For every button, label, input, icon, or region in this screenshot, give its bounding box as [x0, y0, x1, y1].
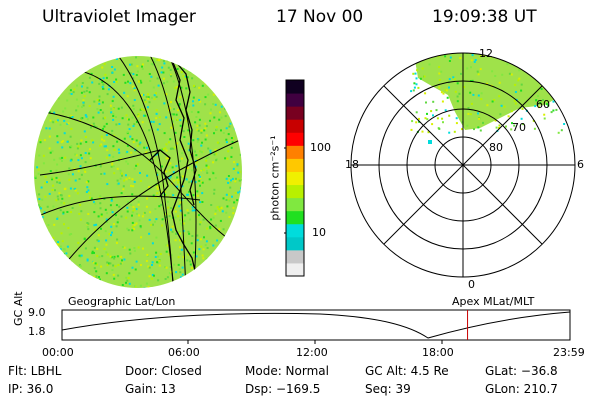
- colorbar-tick-10: 10: [312, 226, 326, 239]
- altitude-xtick-2: 12:00: [296, 346, 328, 359]
- colorbar-unit-label: photon cm⁻²s⁻¹: [268, 135, 282, 221]
- info-gain: Gain: 13: [125, 382, 176, 396]
- coastline: [149, 59, 201, 288]
- colorbar-tick-100: 100: [310, 141, 331, 154]
- polar-hour-right: 6: [577, 158, 584, 171]
- altitude-xtick-0: 00:00: [42, 346, 74, 359]
- polar-plot: [350, 52, 576, 278]
- info-glat: GLat: −36.8: [485, 364, 558, 378]
- polar-lat-70: 70: [512, 121, 526, 134]
- polar-hour-top: 12: [479, 47, 493, 60]
- info-door: Door: Closed: [125, 364, 202, 378]
- auroral-emission: [410, 53, 567, 144]
- altitude-ylabel: GC Alt: [12, 291, 25, 326]
- image-time: 19:09:38 UT: [432, 7, 537, 27]
- polar-lat-60: 60: [536, 98, 550, 111]
- altitude-xtick-3: 18:00: [422, 346, 454, 359]
- instrument-title: Ultraviolet Imager: [42, 7, 196, 27]
- info-ip: IP: 36.0: [8, 382, 54, 396]
- altitude-xtick-1: 06:00: [168, 346, 200, 359]
- polar-hour-bottom: 0: [468, 278, 475, 291]
- polar-hour-left: 18: [345, 158, 359, 171]
- info-dsp: Dsp: −169.5: [245, 382, 321, 396]
- polar-lat-80: 80: [489, 141, 503, 154]
- altitude-ytick-low: 1.8: [28, 325, 46, 338]
- altitude-plot: [61, 309, 571, 344]
- apex-label: Apex MLat/MLT: [452, 295, 535, 308]
- info-filter: Flt: LBHL: [8, 364, 62, 378]
- altitude-xtick-4: 23:59: [553, 346, 585, 359]
- intensity-colorbar: [284, 79, 305, 277]
- info-glon: GLon: 210.7: [485, 382, 558, 396]
- info-seq: Seq: 39: [365, 382, 411, 396]
- altitude-ytick-high: 9.0: [28, 306, 46, 319]
- info-gc-alt: GC Alt: 4.5 Re: [365, 364, 449, 378]
- info-mode: Mode: Normal: [245, 364, 329, 378]
- geographic-image: [34, 56, 242, 288]
- image-date: 17 Nov 00: [276, 7, 364, 27]
- geographic-label: Geographic Lat/Lon: [68, 295, 176, 308]
